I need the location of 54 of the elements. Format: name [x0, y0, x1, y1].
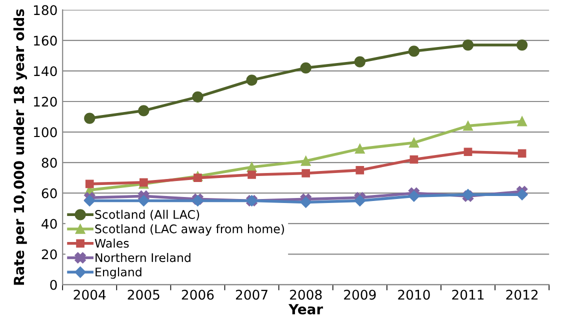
x-tick-label: 2006: [182, 290, 214, 300]
y-tick-label: 20: [42, 249, 57, 260]
y-axis-title: Rate per 10,000 under 18 year olds: [13, 9, 27, 285]
point: [409, 138, 419, 148]
point: [192, 91, 204, 102]
legend-label: Scotland (LAC away from home): [95, 224, 284, 236]
y-tick-label: 100: [34, 127, 57, 138]
point: [516, 189, 528, 200]
point: [518, 149, 526, 158]
point: [464, 148, 472, 156]
legend-label: Scotland (All LAC): [95, 210, 200, 220]
x-tick-label: 2004: [74, 290, 106, 300]
point: [84, 195, 96, 206]
point: [85, 180, 94, 188]
point: [462, 39, 474, 51]
legend-label: Wales: [94, 238, 129, 248]
legend-label: Northern Ireland: [96, 252, 190, 262]
y-tick-label: 140: [34, 66, 57, 76]
y-tick-label: 180: [34, 5, 57, 16]
point: [194, 174, 202, 182]
point: [248, 170, 256, 179]
y-tick-label: 40: [42, 218, 57, 229]
point: [246, 74, 258, 86]
x-tick-label: 2005: [128, 290, 160, 300]
point: [354, 195, 366, 206]
y-tick-label: 120: [34, 96, 57, 107]
point: [355, 144, 365, 154]
x-tick-label: 2009: [344, 290, 376, 300]
point: [408, 46, 420, 57]
point: [84, 112, 96, 124]
x-axis-title: Year: [288, 304, 324, 314]
point: [516, 39, 528, 51]
x-tick-label: 2010: [398, 290, 430, 300]
point: [517, 116, 527, 126]
point: [410, 155, 418, 164]
y-tick-label: 0: [50, 280, 57, 290]
x-tick-label: 2012: [506, 290, 538, 300]
point: [138, 105, 150, 116]
x-tick-label: 2008: [290, 290, 322, 300]
point: [354, 56, 366, 68]
y-tick-label: 160: [34, 36, 57, 46]
x-tick-label: 2011: [452, 290, 484, 300]
point: [408, 190, 420, 202]
point: [300, 196, 312, 208]
legend-label: England: [96, 267, 142, 279]
point: [463, 121, 473, 131]
y-tick-label: 60: [42, 188, 57, 198]
point: [356, 166, 364, 174]
y-tick-label: 80: [42, 158, 57, 168]
point: [300, 156, 311, 166]
point: [300, 62, 312, 74]
point: [302, 169, 310, 178]
point: [138, 195, 150, 206]
x-tick-label: 2007: [236, 290, 268, 300]
